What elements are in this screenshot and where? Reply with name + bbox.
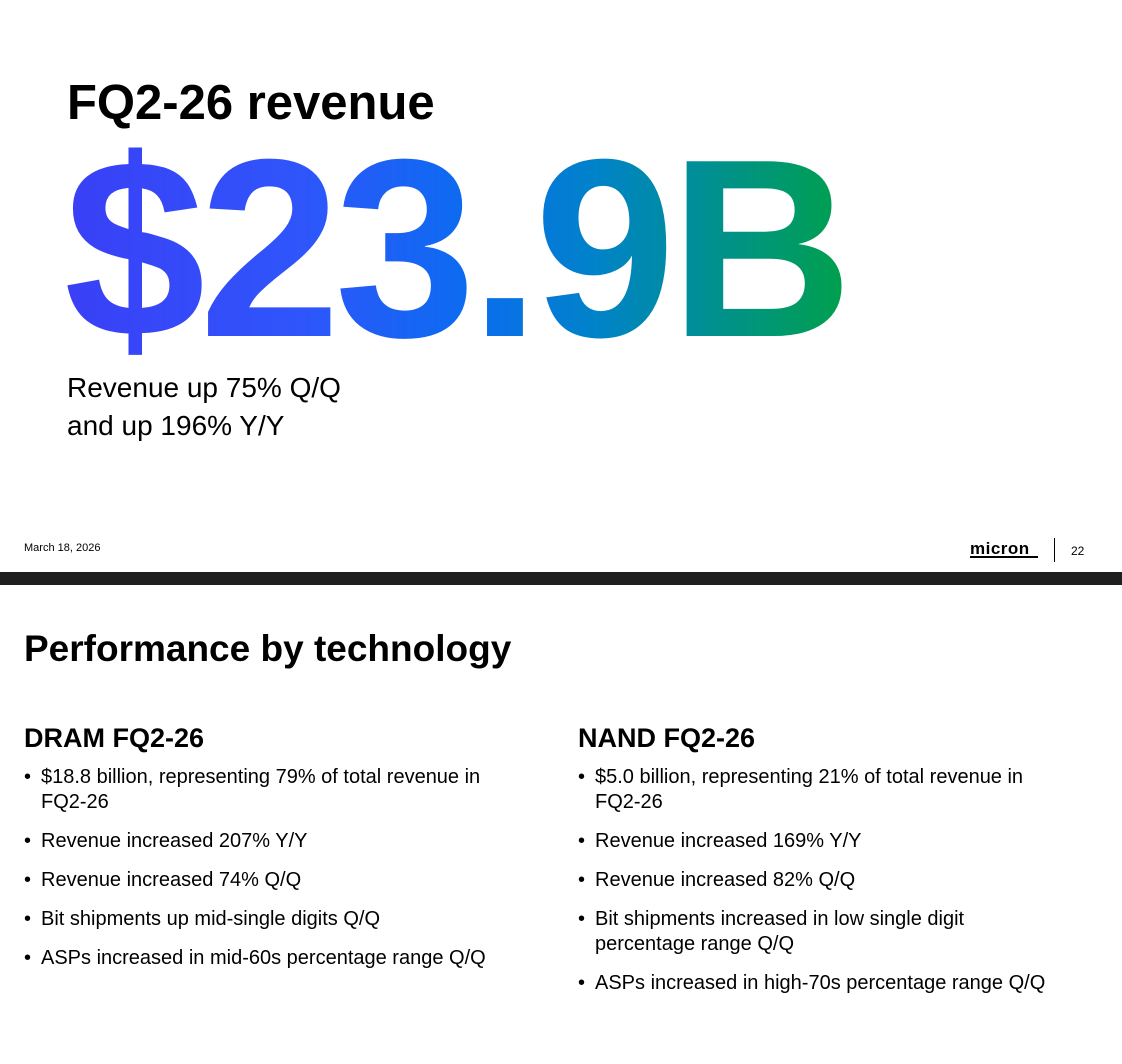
bullet-item: Revenue increased 169% Y/Y — [578, 829, 1058, 854]
page-number: 22 — [1071, 544, 1085, 558]
bullet-item: Revenue increased 82% Q/Q — [578, 868, 1058, 893]
bullet-item: $5.0 billion, representing 21% of total … — [578, 765, 1058, 815]
revenue-qq-line: Revenue up 75% Q/Q — [67, 372, 341, 403]
bullet-item: Bit shipments increased in low single di… — [578, 907, 1058, 957]
bullet-item: Revenue increased 74% Q/Q — [24, 868, 504, 893]
logo-underline-decoration — [970, 556, 1038, 558]
bullet-item: Bit shipments up mid-single digits Q/Q — [24, 907, 504, 932]
footer-divider — [1054, 538, 1055, 562]
slide-title: Performance by technology — [24, 628, 512, 669]
nand-column: NAND FQ2-26 $5.0 billion, representing 2… — [578, 721, 1078, 1010]
dram-column: DRAM FQ2-26 $18.8 billion, representing … — [24, 721, 524, 985]
bullet-item: ASPs increased in high-70s percentage ra… — [578, 971, 1058, 996]
nand-bullet-list: $5.0 billion, representing 21% of total … — [578, 765, 1078, 996]
nand-heading: NAND FQ2-26 — [578, 723, 756, 753]
performance-slide: Performance by technology DRAM FQ2-26 $1… — [0, 585, 1122, 1064]
bullet-item: ASPs increased in mid-60s percentage ran… — [24, 946, 504, 971]
dram-bullet-list: $18.8 billion, representing 79% of total… — [24, 765, 524, 971]
slide-separator — [0, 572, 1122, 585]
dram-heading: DRAM FQ2-26 — [24, 723, 205, 753]
bullet-item: Revenue increased 207% Y/Y — [24, 829, 504, 854]
revenue-slide: FQ2-26 revenue $23.9B Revenue up 75% Q/Q… — [24, 76, 1085, 562]
bullet-item: $18.8 billion, representing 79% of total… — [24, 765, 504, 815]
revenue-yy-line: and up 196% Y/Y — [67, 410, 285, 441]
revenue-value: $23.9B — [64, 106, 853, 390]
micron-logo: micron — [970, 539, 1030, 558]
slide-title: FQ2-26 revenue — [67, 76, 435, 130]
slide-date: March 18, 2026 — [24, 542, 101, 554]
